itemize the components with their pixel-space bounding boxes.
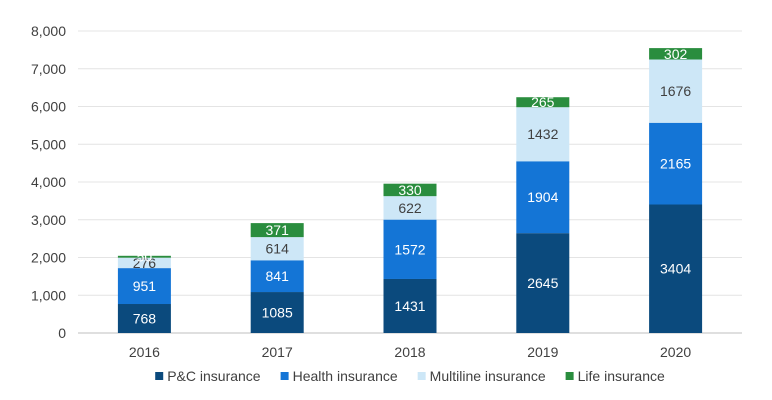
bar-segment	[649, 204, 703, 333]
data-label: 614	[266, 241, 290, 257]
legend-item: Multiline insurance	[417, 368, 546, 384]
bar-segment	[516, 97, 570, 108]
data-label: 951	[133, 278, 157, 294]
data-label: 330	[398, 182, 422, 198]
legend-swatch	[280, 372, 289, 380]
data-label: 2645	[527, 275, 558, 291]
bar-segment	[383, 219, 437, 279]
bar-segment	[516, 161, 570, 234]
bar-segment	[383, 278, 437, 333]
legend-item: Health insurance	[280, 368, 398, 384]
data-label: 1676	[660, 83, 691, 99]
data-label: 1572	[394, 241, 425, 257]
y-tick-label: 5,000	[31, 136, 66, 152]
data-label: 622	[398, 200, 422, 216]
bar-segment	[117, 268, 171, 305]
legend-swatch	[155, 372, 164, 380]
y-tick-label: 3,000	[31, 212, 66, 228]
data-label: 768	[133, 311, 157, 327]
x-axis-tick-labels: 2016 2017 2018 2019 2020	[129, 344, 692, 360]
data-label: 50	[137, 249, 153, 265]
data-label: 1085	[262, 305, 293, 321]
legend-label: Multiline insurance	[430, 368, 546, 384]
data-label: 1431	[394, 298, 425, 314]
bar-segment	[117, 257, 171, 269]
legend-label: Life insurance	[578, 368, 665, 384]
bar-segment	[117, 255, 171, 258]
y-tick-label: 6,000	[31, 99, 66, 115]
x-tick-label: 2016	[129, 344, 160, 360]
bar-segment	[117, 304, 171, 333]
x-tick-label: 2019	[527, 344, 558, 360]
legend-item: Life insurance	[565, 368, 665, 384]
data-label: 841	[266, 268, 290, 284]
legend-label: P&C insurance	[167, 368, 261, 384]
y-tick-label: 2,000	[31, 250, 66, 266]
bar-segment	[649, 59, 703, 123]
data-label: 1904	[527, 189, 558, 205]
y-tick-label: 1,000	[31, 287, 66, 303]
bar-segment	[516, 107, 570, 162]
x-tick-label: 2020	[660, 344, 691, 360]
x-tick-label: 2018	[394, 344, 425, 360]
legend-item: P&C insurance	[155, 368, 261, 384]
y-tick-label: 7,000	[31, 61, 66, 77]
bar-segment	[250, 223, 304, 238]
bar-segment	[516, 233, 570, 333]
bar-segment	[649, 48, 703, 60]
y-tick-label: 8,000	[31, 23, 66, 39]
data-label: 2165	[660, 156, 691, 172]
bar-segment	[383, 196, 437, 220]
y-tick-label: 0	[58, 325, 66, 341]
gridlines	[78, 30, 742, 334]
legend-swatch	[565, 372, 574, 380]
bar-segment	[383, 183, 437, 197]
bar-segment	[250, 237, 304, 261]
y-axis-tick-labels: 0 1,000 2,000 3,000 4,000 5,000 6,000 7,000 8,00…	[31, 23, 66, 341]
data-label: 1432	[527, 126, 558, 142]
bar-segment	[250, 292, 304, 333]
legend-swatch	[417, 372, 426, 380]
x-tick-label: 2017	[262, 344, 293, 360]
data-label: 302	[664, 46, 688, 62]
data-label: 265	[531, 94, 555, 110]
data-label: 276	[133, 255, 157, 271]
data-label: 371	[266, 222, 290, 238]
data-label: 3404	[660, 261, 691, 277]
bar-segment	[649, 122, 703, 205]
bar-segment	[250, 260, 304, 293]
y-tick-label: 4,000	[31, 174, 66, 190]
legend-label: Health insurance	[293, 368, 398, 384]
legend: P&C insurance Health insurance Multiline i…	[155, 368, 665, 384]
